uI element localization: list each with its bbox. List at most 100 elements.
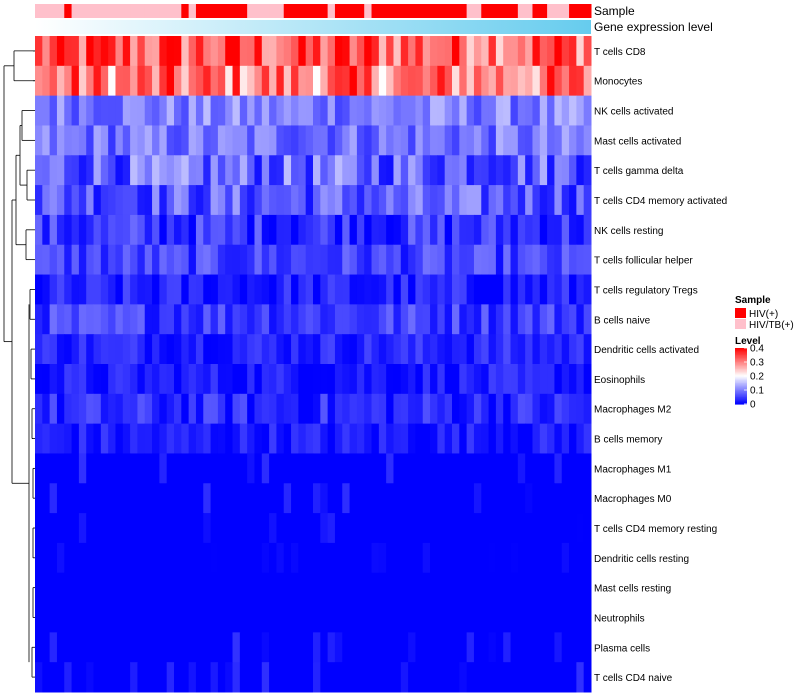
heatmap-cell <box>254 125 263 156</box>
heatmap-cell <box>210 632 219 663</box>
heatmap-cell <box>444 125 453 156</box>
heatmap-cell <box>408 483 416 514</box>
heatmap-cell <box>166 602 175 633</box>
heatmap-cell <box>137 185 146 216</box>
heatmap-cell <box>444 393 453 425</box>
heatmap-cell <box>144 632 153 663</box>
heatmap-cell <box>481 572 490 604</box>
heatmap-cell <box>503 244 512 276</box>
heatmap-cell <box>583 542 592 574</box>
heatmap-cell <box>152 155 160 186</box>
heatmap-cell <box>547 304 555 335</box>
heatmap-cell <box>56 95 65 126</box>
heatmap-cell <box>539 244 548 276</box>
heatmap-cell <box>78 542 87 574</box>
heatmap-cell <box>561 364 570 395</box>
heatmap-cell <box>327 155 336 186</box>
heatmap-cell <box>122 244 131 276</box>
heatmap-cell <box>203 304 212 335</box>
heatmap-cell <box>100 95 109 126</box>
row-label: T cells gamma delta <box>594 166 684 177</box>
heatmap-cell <box>144 542 153 574</box>
heatmap-cell <box>269 304 277 335</box>
heatmap-cell <box>305 632 314 663</box>
heatmap-cell <box>269 542 277 574</box>
heatmap-cell <box>327 244 336 276</box>
heatmap-cell <box>144 185 153 216</box>
heatmap-cell <box>100 364 109 395</box>
heatmap-cell <box>108 125 116 156</box>
heatmap-cell <box>210 393 219 425</box>
heatmap-cell <box>415 214 424 246</box>
sample-annotation-cell <box>532 4 541 18</box>
heatmap-cell <box>305 65 314 97</box>
sample-annotation-cell <box>254 4 263 18</box>
heatmap-cell <box>42 65 51 97</box>
heatmap-cell <box>283 364 292 395</box>
heatmap-cell <box>452 632 460 663</box>
heatmap-cell <box>137 602 146 633</box>
heatmap-cell <box>488 542 497 574</box>
sample-annotation-cell <box>159 4 168 18</box>
heatmap-cell <box>517 513 526 544</box>
heatmap-cell <box>64 125 73 156</box>
heatmap-cell <box>408 244 416 276</box>
heatmap-cell <box>415 95 424 126</box>
heatmap-cell <box>269 453 277 484</box>
heatmap-cell <box>166 542 175 574</box>
heatmap-cell <box>56 364 65 395</box>
heatmap-cell <box>276 155 285 186</box>
heatmap-cell <box>459 453 468 484</box>
heatmap-cell <box>364 274 373 305</box>
heatmap-cell <box>334 214 343 246</box>
heatmap-cell <box>35 95 43 126</box>
heatmap-cell <box>247 662 255 693</box>
heatmap-cell <box>130 95 138 126</box>
heatmap-cell <box>276 214 285 246</box>
heatmap-cell <box>583 393 592 425</box>
heatmap-cell <box>356 244 365 276</box>
level-colorbar-step <box>735 377 747 380</box>
heatmap-cell <box>144 214 153 246</box>
heatmap-cell <box>525 125 533 156</box>
heatmap-cell <box>503 632 512 663</box>
heatmap-cell <box>356 572 365 604</box>
heatmap-cell <box>86 393 95 425</box>
heatmap-cell <box>525 364 533 395</box>
heatmap-cell <box>334 155 343 186</box>
heatmap-cell <box>254 483 263 514</box>
sample-annotation-cell <box>42 4 51 18</box>
heatmap-cell <box>283 542 292 574</box>
heatmap-cell <box>473 155 482 186</box>
heatmap-cell <box>122 632 131 663</box>
heatmap-cell <box>320 185 329 216</box>
heatmap-cell <box>93 185 102 216</box>
heatmap-cell <box>525 155 533 186</box>
heatmap-cell <box>283 334 292 365</box>
heatmap-cell <box>393 364 402 395</box>
heatmap-cell <box>210 513 219 544</box>
heatmap-cell <box>378 662 387 693</box>
heatmap-cell <box>56 155 65 186</box>
heatmap-cell <box>554 393 563 425</box>
heatmap-cell <box>444 185 453 216</box>
heatmap-cell <box>473 125 482 156</box>
heatmap-cell <box>64 513 73 544</box>
heatmap-cell <box>195 334 204 365</box>
heatmap-cell <box>64 602 73 633</box>
heatmap-cell <box>291 632 299 663</box>
heatmap-cell <box>130 542 138 574</box>
heatmap-cell <box>298 125 307 156</box>
heatmap-cell <box>181 36 190 67</box>
heatmap-cell <box>195 483 204 514</box>
heatmap-cell <box>561 542 570 574</box>
heatmap-cell <box>437 483 446 514</box>
heatmap-cell <box>78 423 87 454</box>
heatmap-cell <box>415 393 424 425</box>
heatmap-cell <box>35 453 43 484</box>
heatmap-cell <box>495 662 504 693</box>
heatmap-cell <box>400 274 409 305</box>
heatmap-cell <box>108 304 116 335</box>
heatmap-cell <box>115 36 124 67</box>
sample-annotation-cell <box>137 4 146 18</box>
